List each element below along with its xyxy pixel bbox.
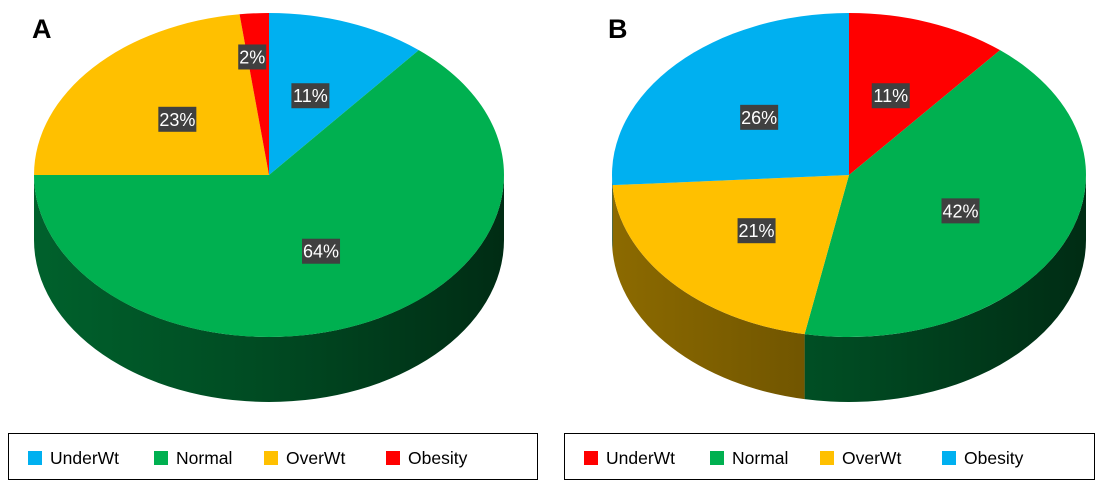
data-label-underwt: 11% xyxy=(293,86,328,106)
data-label-underwt: 11% xyxy=(873,86,908,106)
slice-normal xyxy=(804,50,1086,337)
pie-chart-b: 11% 42% 21% 26% xyxy=(612,13,1086,402)
legend-item-obesity: Obesity xyxy=(942,448,1024,468)
panel-b: B 11% 42% 21% 26% UnderWt Normal OverWt Obesit… xyxy=(564,13,1095,480)
data-label-box xyxy=(737,218,776,244)
data-label-box xyxy=(871,83,910,109)
legend-item-obesity: Obesity xyxy=(386,448,468,468)
data-label-box xyxy=(238,44,267,70)
legend-label: OverWt xyxy=(286,448,345,468)
legend-swatch xyxy=(264,451,278,465)
data-label-obesity: 26% xyxy=(741,108,777,128)
data-label-box xyxy=(941,198,980,224)
slice-side-normal xyxy=(804,175,1086,402)
legend-item-underwt: UnderWt xyxy=(28,448,119,468)
legend-item-underwt: UnderWt xyxy=(584,448,675,468)
panel-a: A 11% 64% 23% 2% UnderWt Normal OverWt Obesity xyxy=(8,13,538,480)
legend-swatch xyxy=(28,451,42,465)
legend-item-normal: Normal xyxy=(710,448,788,468)
data-label-box xyxy=(291,83,330,109)
data-label-box xyxy=(158,106,197,132)
legend-label: Normal xyxy=(732,448,788,468)
legend-label: UnderWt xyxy=(606,448,675,468)
legend-swatch xyxy=(710,451,724,465)
data-label-box xyxy=(740,104,779,130)
legend-label: OverWt xyxy=(842,448,901,468)
legend-label: Obesity xyxy=(408,448,468,468)
slice-underwt xyxy=(269,13,419,175)
legend-swatch xyxy=(584,451,598,465)
data-label-box xyxy=(302,238,341,264)
legend-swatch xyxy=(386,451,400,465)
legend-item-overwt: OverWt xyxy=(264,448,345,468)
slice-side-overwt xyxy=(612,185,805,400)
slice-overwt xyxy=(612,175,849,335)
pie-chart-a: 11% 64% 23% 2% xyxy=(34,13,505,402)
legend-label: Normal xyxy=(176,448,232,468)
slice-overwt xyxy=(34,14,269,175)
legend-swatch xyxy=(820,451,834,465)
legend-label: UnderWt xyxy=(50,448,119,468)
legend-a: UnderWt Normal OverWt Obesity xyxy=(8,433,538,480)
slice-underwt xyxy=(849,13,1001,175)
slice-normal xyxy=(34,50,505,338)
legend-item-normal: Normal xyxy=(154,448,232,468)
slice-side-normal xyxy=(34,175,504,402)
legend-swatch xyxy=(942,451,956,465)
legend-item-overwt: OverWt xyxy=(820,448,901,468)
legend-b: UnderWt Normal OverWt Obesity xyxy=(564,433,1095,480)
data-label-overwt: 23% xyxy=(159,110,195,130)
data-label-normal: 42% xyxy=(942,201,978,221)
data-label-obesity: 2% xyxy=(239,47,265,67)
slice-obesity xyxy=(612,13,849,186)
legend-swatch xyxy=(154,451,168,465)
legend-label: Obesity xyxy=(964,448,1024,468)
data-label-normal: 64% xyxy=(303,242,339,262)
panel-a-letter: A xyxy=(32,14,52,44)
panel-b-letter: B xyxy=(608,14,628,44)
data-label-overwt: 21% xyxy=(739,221,775,241)
